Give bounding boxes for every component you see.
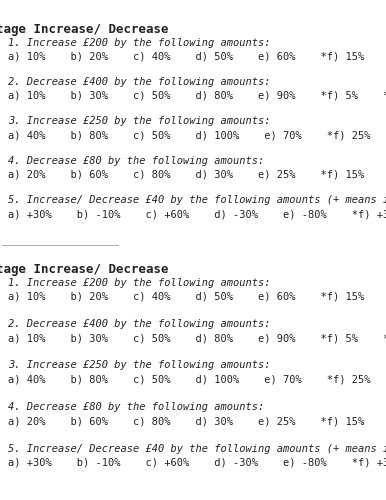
Text: a) 20%    b) 60%    c) 80%    d) 30%    e) 25%    *f) 15%    *g) 85%: a) 20% b) 60% c) 80% d) 30% e) 25% *f) 1… (8, 417, 386, 427)
Text: 5. Increase/ Decrease £40 by the following amounts (+ means increase, - means de: 5. Increase/ Decrease £40 by the followi… (8, 196, 386, 205)
Text: 1. Increase £200 by the following amounts:: 1. Increase £200 by the following amount… (8, 278, 271, 287)
Text: a) 10%    b) 30%    c) 50%    d) 80%    e) 90%    *f) 5%    *g) 45%: a) 10% b) 30% c) 50% d) 80% e) 90% *f) 5… (8, 334, 386, 344)
Text: a) 20%    b) 60%    c) 80%    d) 30%    e) 25%    *f) 15%    *g) 85%: a) 20% b) 60% c) 80% d) 30% e) 25% *f) 1… (8, 170, 386, 180)
Text: 5. Increase/ Decrease £40 by the following amounts (+ means increase, - means de: 5. Increase/ Decrease £40 by the followi… (8, 444, 386, 454)
Text: 4. Decrease £80 by the following amounts:: 4. Decrease £80 by the following amounts… (8, 156, 265, 166)
Text: a) 10%    b) 20%    c) 40%    d) 50%    e) 60%    *f) 15%    *g) 35%: a) 10% b) 20% c) 40% d) 50% e) 60% *f) 1… (8, 52, 386, 62)
Text: 3. Increase £250 by the following amounts:: 3. Increase £250 by the following amount… (8, 116, 271, 126)
Text: a) +30%    b) -10%    c) +60%    d) -30%    e) -80%    *f) +35%    *g) -45%: a) +30% b) -10% c) +60% d) -30% e) -80% … (8, 210, 386, 220)
Text: a) 40%    b) 80%    c) 50%    d) 100%    e) 70%    *f) 25%    *g) 75%: a) 40% b) 80% c) 50% d) 100% e) 70% *f) … (8, 376, 386, 386)
Text: Percentage Increase/ Decrease: Percentage Increase/ Decrease (0, 262, 169, 276)
Text: Percentage Increase/ Decrease: Percentage Increase/ Decrease (0, 22, 169, 36)
Text: a) +30%    b) -10%    c) +60%    d) -30%    e) -80%    *f) +35%    *g) -45%: a) +30% b) -10% c) +60% d) -30% e) -80% … (8, 458, 386, 468)
Text: a) 10%    b) 30%    c) 50%    d) 80%    e) 90%    *f) 5%    *g) 45%: a) 10% b) 30% c) 50% d) 80% e) 90% *f) 5… (8, 91, 386, 101)
Text: 4. Decrease £80 by the following amounts:: 4. Decrease £80 by the following amounts… (8, 402, 265, 412)
Text: a) 40%    b) 80%    c) 50%    d) 100%    e) 70%    *f) 25%    *g) 75%: a) 40% b) 80% c) 50% d) 100% e) 70% *f) … (8, 130, 386, 140)
Text: 2. Decrease £400 by the following amounts:: 2. Decrease £400 by the following amount… (8, 319, 271, 329)
Text: 3. Increase £250 by the following amounts:: 3. Increase £250 by the following amount… (8, 360, 271, 370)
Text: a) 10%    b) 20%    c) 40%    d) 50%    e) 60%    *f) 15%    *g) 35%: a) 10% b) 20% c) 40% d) 50% e) 60% *f) 1… (8, 292, 386, 302)
Text: 2. Decrease £400 by the following amounts:: 2. Decrease £400 by the following amount… (8, 77, 271, 87)
Text: 1. Increase £200 by the following amounts:: 1. Increase £200 by the following amount… (8, 38, 271, 48)
